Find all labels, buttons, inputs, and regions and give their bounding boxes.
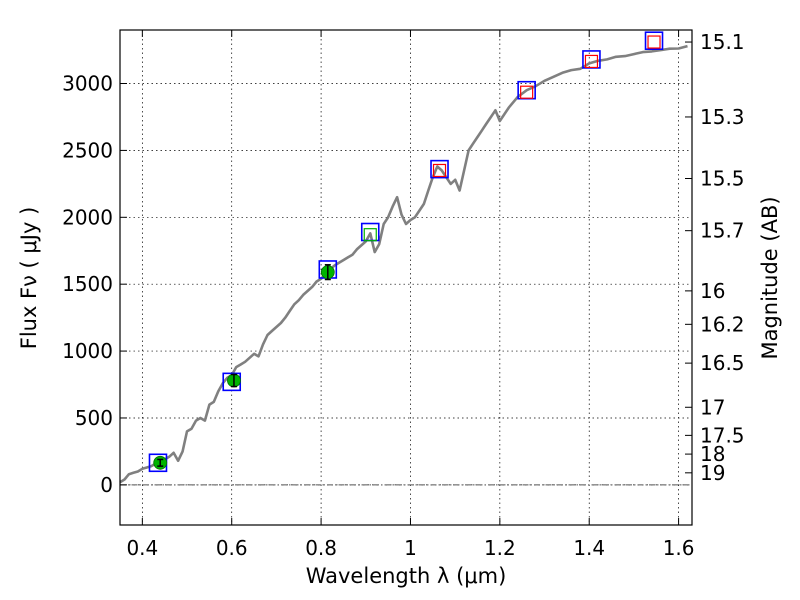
axis-ticks: 0.4 0.6 0.8 1 1.2 1.4 1.6 0 500 1000 1500 2000 2500 3…: [62, 30, 745, 560]
small-square-marker: [520, 85, 534, 99]
x-tick-label: 0.4: [126, 536, 158, 560]
small-square-marker: [432, 163, 447, 178]
x-tick-label: 0.6: [216, 536, 248, 560]
y-tick-label: 0: [100, 473, 113, 497]
y2-tick-label: 16: [700, 279, 725, 303]
y2-tick-label: 16.2: [700, 312, 745, 336]
small-square-marker: [584, 54, 599, 69]
y2-axis-label: Magnitude (AB): [758, 196, 782, 359]
blue-square-marker: [644, 31, 664, 51]
y-axis-label: Flux Fν ( μJy ): [17, 207, 41, 350]
y2-tick-label: 15.1: [700, 30, 745, 54]
y-tick-label: 500: [75, 406, 113, 430]
y2-tick-label: 17.5: [700, 423, 745, 447]
y2-tick-label: 16.5: [700, 351, 745, 375]
y-tick-label: 2500: [62, 138, 113, 162]
x-tick-label: 1.6: [663, 536, 695, 560]
small-square-marker: [647, 35, 661, 49]
spectrum-line: [119, 44, 688, 484]
grid: [120, 30, 692, 525]
small-square-marker: [363, 228, 377, 242]
plot-frame: [119, 29, 693, 526]
y-tick-label: 1500: [62, 272, 113, 296]
blue-square-marker: [430, 159, 449, 179]
x-tick-label: 1.2: [484, 536, 516, 560]
y-tick-label: 3000: [62, 72, 113, 96]
y2-tick-label: 15.7: [700, 219, 745, 243]
y-tick-label: 2000: [62, 205, 113, 229]
x-tick-label: 1: [404, 536, 417, 560]
y2-tick-label: 18: [700, 442, 725, 466]
x-axis-label: Wavelength λ (μm): [306, 564, 507, 588]
y-tick-label: 1000: [62, 339, 113, 363]
x-tick-label: 1.4: [573, 536, 605, 560]
y2-tick-label: 15.3: [700, 105, 745, 129]
x-tick-label: 0.8: [305, 536, 337, 560]
y2-tick-label: 19: [700, 461, 725, 485]
data-series: [119, 31, 688, 484]
y2-tick-label: 15.5: [700, 167, 745, 191]
y2-tick-label: 17: [700, 395, 725, 419]
axis-labels: Wavelength λ (μm) Flux Fν ( μJy ) Magnit…: [17, 196, 782, 588]
